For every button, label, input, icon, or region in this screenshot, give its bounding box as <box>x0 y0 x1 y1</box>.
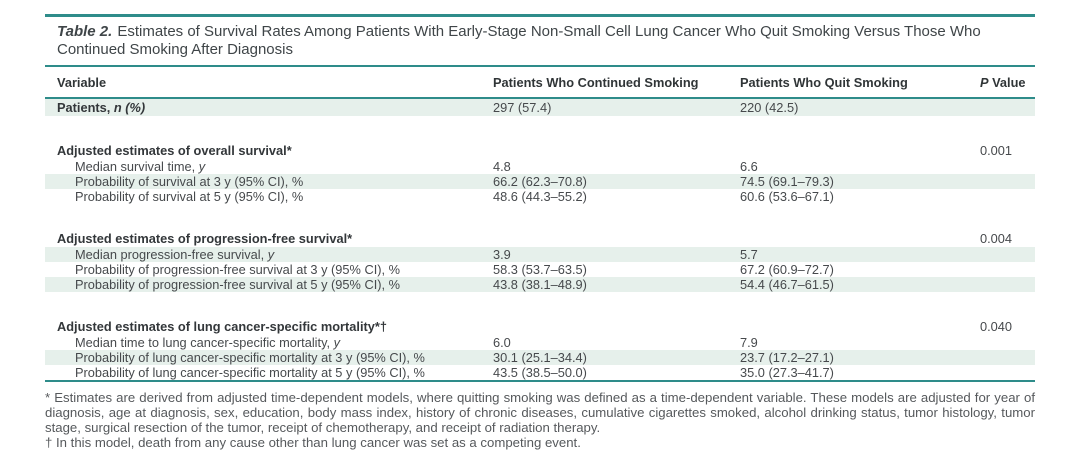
variable-cell: Probability of lung cancer-specific mort… <box>45 365 493 382</box>
spacer-row <box>45 292 1035 315</box>
continued-cell: 30.1 (25.1–34.4) <box>493 350 740 365</box>
table-row-median-mortality: Median time to lung cancer-specific mort… <box>45 335 1035 350</box>
p-value-cell <box>980 247 1035 262</box>
section-row-progression-free-survival: Adjusted estimates of progression-free s… <box>45 227 1035 247</box>
p-value-cell <box>980 262 1035 277</box>
p-value-cell <box>980 335 1035 350</box>
p-value-cell: 0.001 <box>980 143 1013 158</box>
header-row: Variable Patients Who Continued Smoking … <box>45 67 1035 99</box>
quit-cell: 54.4 (46.7–61.5) <box>740 277 980 292</box>
table-footnotes: * Estimates are derived from adjusted ti… <box>45 390 1035 451</box>
p-value-cell <box>980 98 1035 116</box>
table-row-patients: Patients, n (%) 297 (57.4) 220 (42.5) <box>45 98 1035 116</box>
continued-cell: 4.8 <box>493 159 511 174</box>
footnote-asterisk: * Estimates are derived from adjusted ti… <box>45 390 1035 435</box>
table-figure: Table 2. Estimates of Survival Rates Amon… <box>45 14 1035 451</box>
quit-cell: 60.6 (53.6–67.1) <box>740 189 834 204</box>
p-value-cell: 0.004 <box>980 231 1013 246</box>
variable-cell: Probability of lung cancer-specific mort… <box>45 350 493 365</box>
section-row-lung-cancer-mortality: Adjusted estimates of lung cancer-specif… <box>45 315 1035 335</box>
table-row-mortality-5y: Probability of lung cancer-specific mort… <box>45 365 1035 382</box>
quit-cell: 67.2 (60.9–72.7) <box>740 262 834 277</box>
p-value-cell <box>980 350 1035 365</box>
table-row-median-pfs: Median progression-free survival, y 3.9 … <box>45 247 1035 262</box>
variable-cell: Probability of survival at 5 y (95% CI),… <box>75 189 304 204</box>
continued-cell: 66.2 (62.3–70.8) <box>493 174 740 189</box>
variable-cell: Probability of progression-free survival… <box>75 262 401 277</box>
continued-cell: 43.8 (38.1–48.9) <box>493 277 740 292</box>
p-value-cell <box>980 159 1035 174</box>
table-body: Patients, n (%) 297 (57.4) 220 (42.5) Ad… <box>45 98 1035 382</box>
quit-cell: 23.7 (17.2–27.1) <box>740 350 980 365</box>
quit-cell: 74.5 (69.1–79.3) <box>740 174 980 189</box>
section-row-overall-survival: Adjusted estimates of overall survival* … <box>45 139 1035 159</box>
survival-rates-table: Variable Patients Who Continued Smoking … <box>45 67 1035 382</box>
table-row-pfs-3y: Probability of progression-free survival… <box>45 262 1035 277</box>
variable-cell: Median time to lung cancer-specific mort… <box>75 335 341 350</box>
table-row-pfs-5y: Probability of progression-free survival… <box>45 277 1035 292</box>
variable-cell: Median survival time, y <box>75 159 206 174</box>
p-value-cell <box>980 277 1035 292</box>
p-value-cell <box>980 174 1035 189</box>
table-row-mortality-3y: Probability of lung cancer-specific mort… <box>45 350 1035 365</box>
continued-cell: 297 (57.4) <box>493 98 740 116</box>
section-title-cell: Adjusted estimates of progression-free s… <box>57 231 353 246</box>
quit-cell: 220 (42.5) <box>740 98 980 116</box>
table-title-text: Estimates of Survival Rates Among Patien… <box>57 23 981 58</box>
p-value-cell: 0.040 <box>980 319 1013 334</box>
column-header-quit-smoking: Patients Who Quit Smoking <box>740 67 980 99</box>
p-value-cell <box>980 189 1035 204</box>
continued-cell: 43.5 (38.5–50.0) <box>493 365 740 382</box>
spacer-row <box>45 204 1035 227</box>
footnote-dagger: † In this model, death from any cause ot… <box>45 434 581 450</box>
quit-cell: 7.9 <box>740 335 758 350</box>
continued-cell: 48.6 (44.3–55.2) <box>493 189 587 204</box>
variable-cell: Patients, n (%) <box>45 98 493 116</box>
quit-cell: 6.6 <box>740 159 758 174</box>
table-row-median-survival: Median survival time, y 4.8 6.6 <box>45 159 1035 174</box>
table-row-survival-3y: Probability of survival at 3 y (95% CI),… <box>45 174 1035 189</box>
table-top-rule <box>45 14 1035 17</box>
quit-cell: 35.0 (27.3–41.7) <box>740 365 980 382</box>
column-header-variable: Variable <box>45 67 493 99</box>
continued-cell: 3.9 <box>493 247 740 262</box>
continued-cell: 58.3 (53.7–63.5) <box>493 262 587 277</box>
variable-cell: Median progression-free survival, y <box>45 247 493 262</box>
continued-cell: 6.0 <box>493 335 511 350</box>
spacer-row <box>45 116 1035 139</box>
table-number-label: Table 2. <box>57 23 113 40</box>
table-row-survival-5y: Probability of survival at 5 y (95% CI),… <box>45 189 1035 204</box>
section-title-cell: Adjusted estimates of overall survival* <box>57 143 292 158</box>
variable-cell: Probability of progression-free survival… <box>45 277 493 292</box>
p-value-cell <box>980 365 1035 382</box>
section-title-cell: Adjusted estimates of lung cancer-specif… <box>57 319 387 334</box>
quit-cell: 5.7 <box>740 247 980 262</box>
column-header-p-value: P Value <box>980 67 1035 99</box>
variable-cell: Probability of survival at 3 y (95% CI),… <box>45 174 493 189</box>
table-title: Table 2. Estimates of Survival Rates Amon… <box>45 17 1035 67</box>
column-header-continued-smoking: Patients Who Continued Smoking <box>493 67 740 99</box>
table-header: Variable Patients Who Continued Smoking … <box>45 67 1035 99</box>
